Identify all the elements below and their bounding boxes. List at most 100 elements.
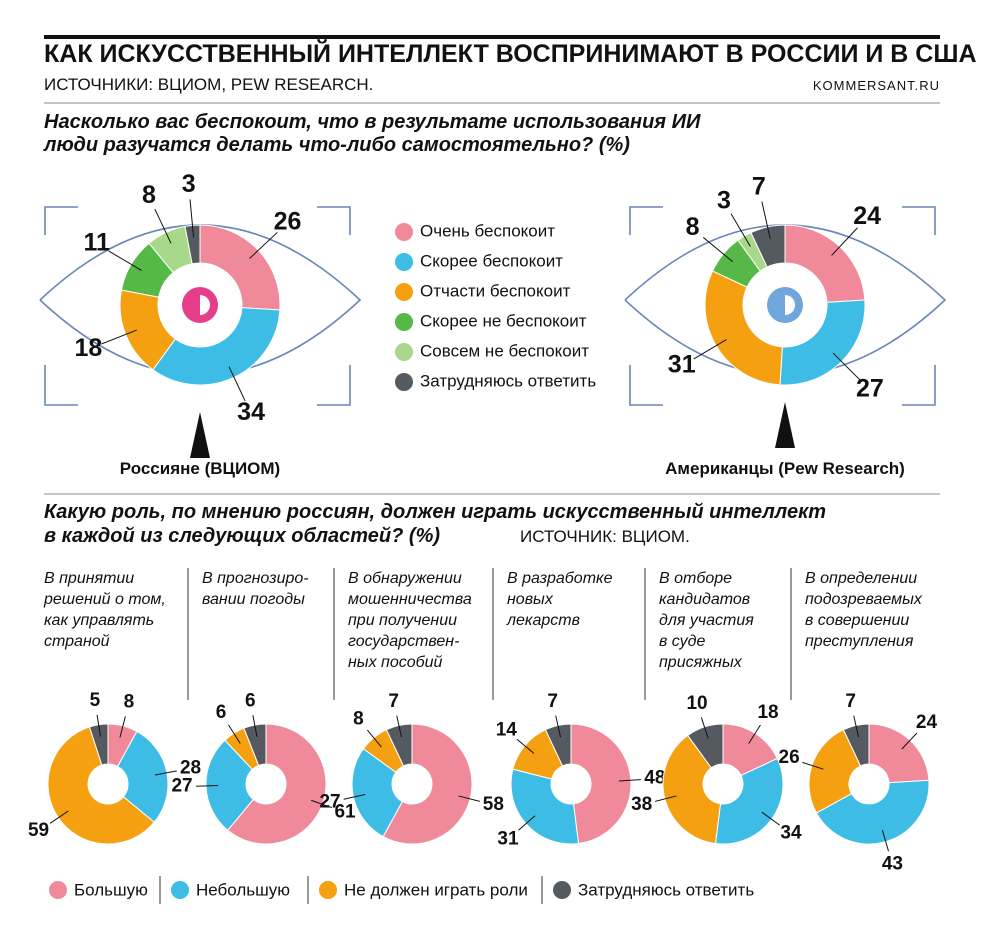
donut-segment xyxy=(116,730,169,823)
leader-line xyxy=(96,714,101,737)
data-label: 34 xyxy=(780,822,802,843)
source: ИСТОЧНИКИ: ВЦИОМ, PEW RESEARCH. xyxy=(44,75,373,94)
leader-line xyxy=(555,715,562,738)
leader-line xyxy=(748,724,761,744)
donut-segment xyxy=(570,723,632,845)
chart-title: В определении подозреваемых в совершении пр… xyxy=(805,570,923,650)
data-label: 27 xyxy=(856,374,884,402)
donut-segment xyxy=(750,224,786,268)
pointer xyxy=(190,412,210,458)
source: ИСТОЧНИК: ВЦИОМ. xyxy=(520,527,690,546)
leader-line xyxy=(516,738,535,754)
donut-segment xyxy=(687,723,724,769)
leader-line xyxy=(761,811,780,826)
data-label: 24 xyxy=(853,202,881,230)
donut-segment xyxy=(351,748,404,838)
leader-line xyxy=(49,810,69,824)
legend-marker xyxy=(395,253,413,271)
legend-marker xyxy=(395,223,413,241)
chart-title: Россияне (ВЦИОМ) xyxy=(120,459,280,478)
legend-label: Небольшую xyxy=(196,880,290,899)
leader-line xyxy=(119,716,126,738)
leader-line xyxy=(700,717,709,739)
data-label: 31 xyxy=(497,829,519,850)
donut-segment xyxy=(199,224,281,311)
donut-segment xyxy=(152,307,281,386)
leader-line xyxy=(518,815,536,831)
leader-line xyxy=(761,201,771,239)
legend-label: Очень беспокоит xyxy=(420,221,555,240)
leader-line xyxy=(196,785,219,787)
donut-segment xyxy=(662,734,722,845)
donut-segment xyxy=(184,224,201,265)
donut-segment xyxy=(704,270,783,386)
data-label: 24 xyxy=(916,712,938,733)
title: КАК ИСКУССТВЕННЫЙ ИНТЕЛЛЕКТ ВОСПРИНИМАЮТ… xyxy=(44,38,977,68)
chart-title: В прогнозиро-вании погоды xyxy=(202,570,309,608)
leader-line xyxy=(853,715,860,738)
donut-segment xyxy=(47,726,155,845)
pupil xyxy=(182,287,803,323)
legend-marker xyxy=(171,881,189,899)
legend-label: Совсем не беспокоит xyxy=(420,341,589,360)
chart-title: В отборе кандидатов для участия в суде прися… xyxy=(659,570,754,671)
leader-line xyxy=(310,799,333,809)
chart-title: Американцы (Pew Research) xyxy=(665,459,905,478)
data-label: 18 xyxy=(75,334,103,362)
legend-label: Не должен играть роли xyxy=(344,880,528,899)
leader-line xyxy=(189,199,195,238)
data-label: 38 xyxy=(631,794,652,815)
legend-marker xyxy=(553,881,571,899)
data-label: 48 xyxy=(644,768,665,789)
data-label: 7 xyxy=(388,691,399,712)
legend-label: Большую xyxy=(74,880,148,899)
legend-marker xyxy=(319,881,337,899)
legend-label: Скорее не беспокоит xyxy=(420,311,587,330)
donut-segment xyxy=(544,723,572,767)
leader-line xyxy=(703,237,733,263)
leader-line xyxy=(802,761,824,770)
data-label: 3 xyxy=(182,170,196,198)
leader-line xyxy=(108,250,142,271)
question: Какую роль, по мнению россиян, должен иг… xyxy=(44,501,826,547)
leader-line xyxy=(228,366,246,402)
leader-line xyxy=(831,227,858,256)
donut-segment xyxy=(842,723,870,767)
data-label: 5 xyxy=(90,690,101,711)
leader-line xyxy=(693,339,727,360)
data-label: 7 xyxy=(547,691,558,712)
legend-marker xyxy=(49,881,67,899)
donut-segment xyxy=(205,739,254,831)
chart-title: В разработке новых лекарств xyxy=(506,570,613,629)
data-label: 3 xyxy=(717,186,731,214)
leader-line xyxy=(101,329,137,345)
data-label: 14 xyxy=(496,719,518,740)
data-label: 8 xyxy=(142,181,156,209)
eye-frame xyxy=(39,206,947,406)
leader-line xyxy=(458,795,480,802)
data-label: 26 xyxy=(274,207,302,235)
data-label: 8 xyxy=(686,213,700,241)
donut-segment xyxy=(88,723,109,766)
leader-line xyxy=(881,829,890,852)
data-label: 34 xyxy=(237,398,265,426)
data-label: 6 xyxy=(216,702,227,723)
leader-line xyxy=(730,213,751,247)
data-label: 27 xyxy=(319,791,340,812)
data-label: 7 xyxy=(752,172,766,200)
donut-segment xyxy=(510,768,580,845)
data-label: 59 xyxy=(28,820,49,841)
donut-segment xyxy=(385,723,413,767)
donut-segment xyxy=(815,779,930,845)
leader-line xyxy=(343,793,366,800)
data-label: 58 xyxy=(483,794,504,815)
data-label: 26 xyxy=(779,747,800,768)
donut-segment xyxy=(868,723,930,784)
legend-label: Отчасти беспокоит xyxy=(420,281,571,300)
legend-marker xyxy=(395,283,413,301)
legend-label: Затрудняюсь ответить xyxy=(578,880,754,899)
donut-segment xyxy=(243,723,267,767)
legend-marker xyxy=(395,373,413,391)
data-label: 31 xyxy=(668,351,696,379)
